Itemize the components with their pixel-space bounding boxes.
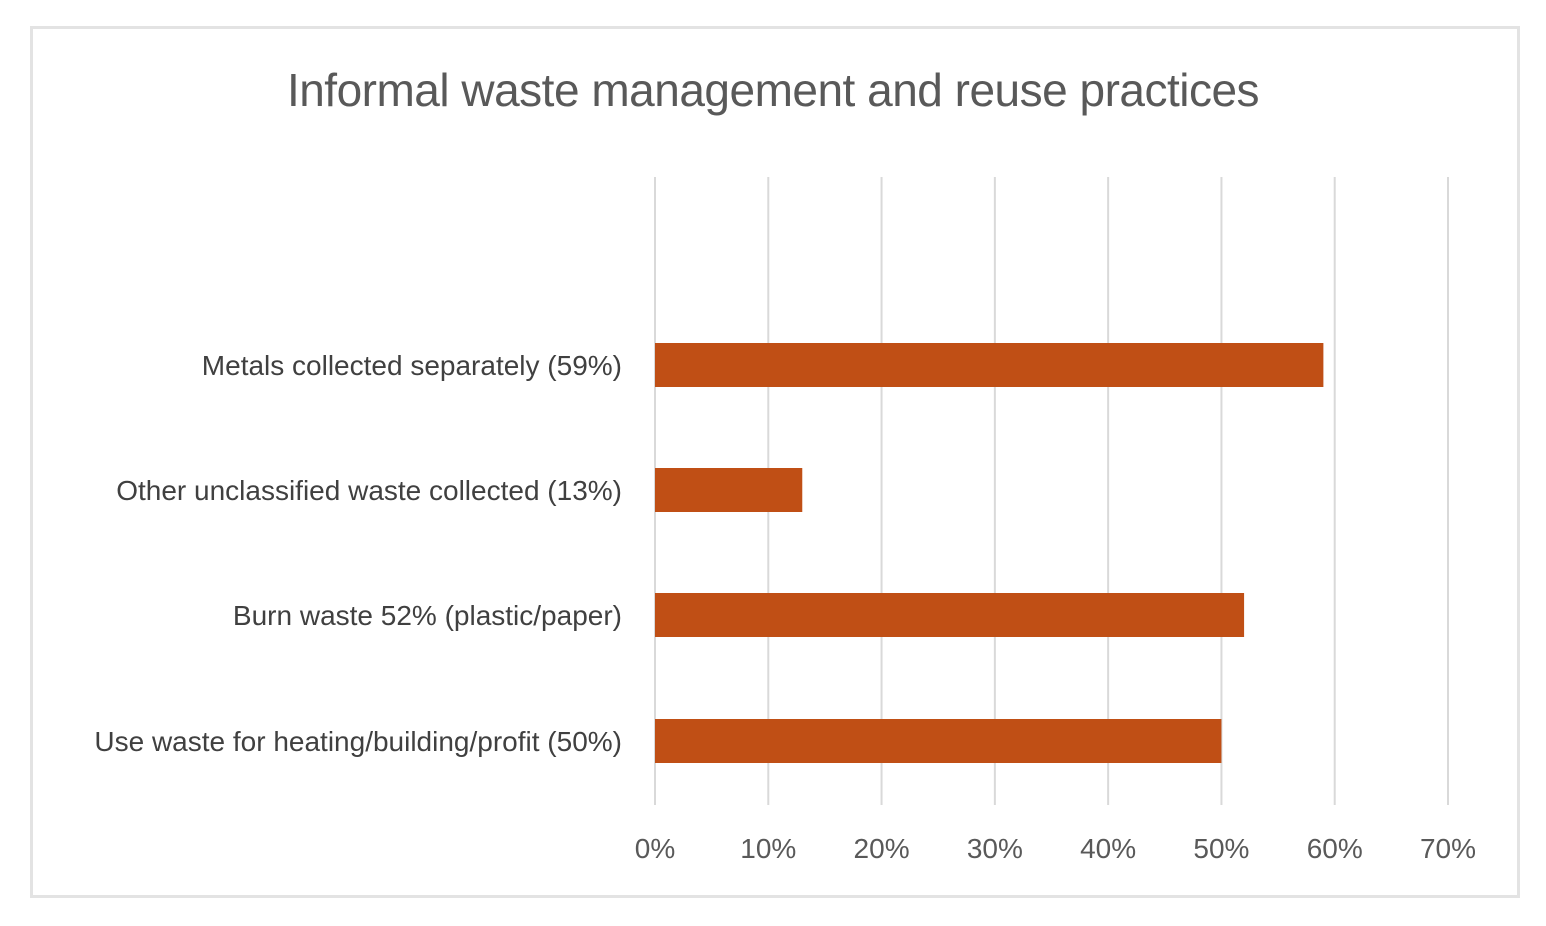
category-label: Other unclassified waste collected (13%) [116, 475, 622, 506]
bar [655, 468, 803, 512]
x-tick-label: 70% [1420, 833, 1476, 864]
x-tick-label: 60% [1307, 833, 1363, 864]
x-tick-label: 20% [854, 833, 910, 864]
category-label: Burn waste 52% (plastic/paper) [233, 600, 622, 631]
x-tick-label: 40% [1080, 833, 1136, 864]
category-labels: Metals collected separately (59%) Other u… [94, 350, 622, 757]
x-tick-label: 50% [1193, 833, 1249, 864]
x-tick-label: 30% [967, 833, 1023, 864]
category-label: Metals collected separately (59%) [202, 350, 622, 381]
bar [655, 343, 1324, 387]
x-tick-labels: 0% 10% 20% 30% 40% 50% 60% 70% [635, 833, 1476, 864]
bar [655, 593, 1245, 637]
x-tick-label: 10% [740, 833, 796, 864]
bars [655, 343, 1324, 763]
bar [655, 719, 1222, 763]
chart-title: Informal waste management and reuse prac… [286, 64, 1260, 116]
gridlines [654, 177, 1449, 805]
x-tick-label: 0% [635, 833, 675, 864]
category-label: Use waste for heating/building/profit (5… [94, 726, 622, 757]
